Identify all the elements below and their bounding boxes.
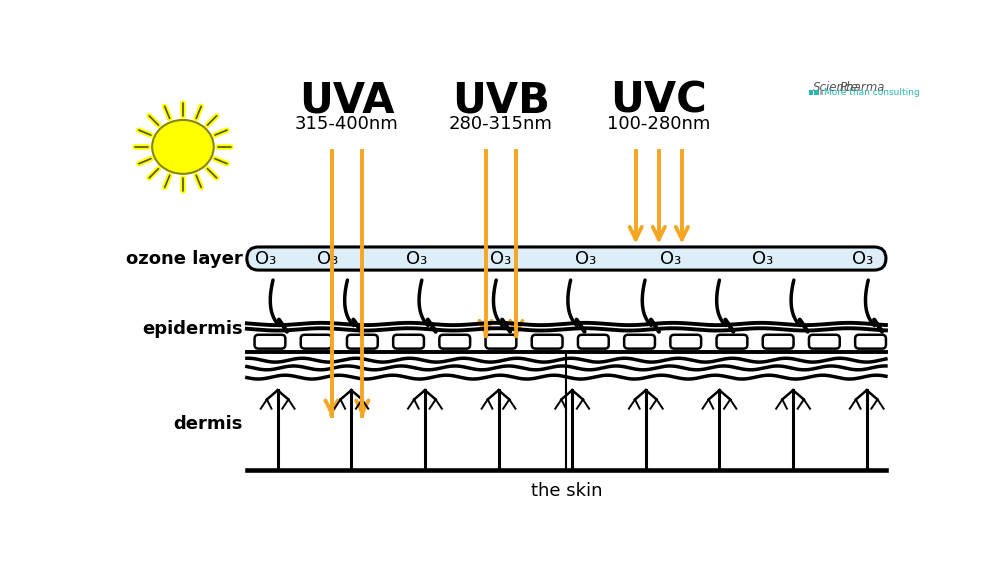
Text: 315-400nm: 315-400nm	[295, 115, 399, 133]
Ellipse shape	[152, 120, 214, 174]
Text: O₃: O₃	[255, 249, 277, 267]
FancyBboxPatch shape	[347, 335, 378, 348]
FancyBboxPatch shape	[670, 335, 701, 348]
Text: the skin: the skin	[531, 482, 602, 500]
Text: 280-315nm: 280-315nm	[449, 115, 553, 133]
FancyBboxPatch shape	[255, 335, 285, 348]
FancyBboxPatch shape	[247, 247, 886, 270]
FancyBboxPatch shape	[301, 335, 332, 348]
Text: 100-280nm: 100-280nm	[607, 115, 710, 133]
Bar	[820, 92, 823, 94]
FancyBboxPatch shape	[486, 335, 516, 348]
Text: O₃: O₃	[660, 249, 681, 267]
Text: ozone layer: ozone layer	[126, 249, 243, 267]
Text: O₃: O₃	[317, 249, 338, 267]
Bar	[809, 90, 813, 94]
FancyBboxPatch shape	[393, 335, 424, 348]
Text: UVA: UVA	[299, 79, 395, 122]
Text: UVC: UVC	[610, 79, 707, 122]
FancyBboxPatch shape	[717, 335, 747, 348]
Text: Science: Science	[813, 81, 859, 94]
FancyBboxPatch shape	[624, 335, 655, 348]
FancyBboxPatch shape	[439, 335, 470, 348]
Text: O₃: O₃	[852, 249, 873, 267]
Text: More than consulting: More than consulting	[824, 88, 920, 97]
Bar	[814, 90, 819, 94]
Text: dermis: dermis	[174, 415, 243, 433]
FancyBboxPatch shape	[532, 335, 563, 348]
FancyBboxPatch shape	[578, 335, 609, 348]
Text: Pharma: Pharma	[840, 81, 885, 94]
FancyBboxPatch shape	[855, 335, 886, 348]
Text: O₃: O₃	[752, 249, 773, 267]
Text: O₃: O₃	[490, 249, 512, 267]
Text: O₃: O₃	[406, 249, 427, 267]
FancyBboxPatch shape	[763, 335, 794, 348]
Text: O₃: O₃	[575, 249, 596, 267]
FancyBboxPatch shape	[809, 335, 840, 348]
Text: UVB: UVB	[452, 79, 550, 122]
Text: epidermis: epidermis	[142, 320, 243, 338]
